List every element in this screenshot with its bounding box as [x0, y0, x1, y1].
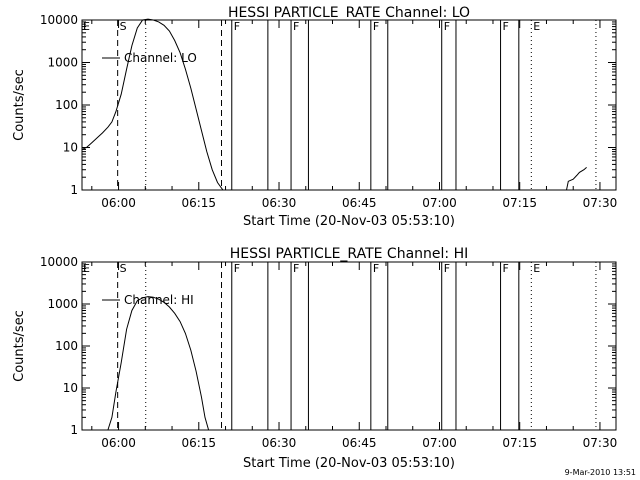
legend-entry: Channel: LO [124, 51, 197, 65]
y-tick-label: 10 [63, 381, 78, 395]
marker-flag: F [373, 20, 379, 33]
chart-title: HESSI PARTICLE_RATE Channel: HI [230, 246, 468, 262]
marker-flag: F [234, 262, 240, 275]
x-tick-label: 06:45 [342, 196, 377, 210]
x-tick-label: 06:15 [181, 196, 216, 210]
x-tick-label: 06:00 [101, 196, 136, 210]
x-tick-label: 07:30 [583, 196, 618, 210]
chart-panel-hi: HESSI PARTICLE_RATE Channel: HIS F F F F F EE1… [12, 246, 617, 471]
x-tick-label: 07:15 [502, 436, 537, 450]
corner-flag: E [83, 20, 90, 33]
marker-flag: E [533, 20, 540, 33]
marker-flag: S [120, 262, 127, 275]
marker-flag: F [373, 262, 379, 275]
x-tick-label: 07:15 [502, 196, 537, 210]
y-tick-label: 1000 [47, 297, 78, 311]
plot-frame [81, 19, 617, 191]
marker-flag: F [293, 20, 299, 33]
x-axis-label: Start Time (20-Nov-03 05:53:10) [243, 214, 455, 229]
x-axis-label: Start Time (20-Nov-03 05:53:10) [243, 456, 455, 471]
series-line [558, 167, 587, 191]
timestamp-footer: 9-Mar-2010 13:51 [565, 468, 636, 477]
series-line [107, 296, 210, 431]
marker-flag: F [503, 262, 509, 275]
chart-title: HESSI PARTICLE_RATE Channel: LO [228, 5, 470, 21]
y-tick-label: 1 [70, 423, 78, 437]
marker-flag: F [444, 262, 450, 275]
marker-flag: F [234, 20, 240, 33]
y-tick-label: 10000 [40, 13, 78, 27]
chart-panel-lo: HESSI PARTICLE_RATE Channel: LOS F F F F F EE1… [12, 5, 617, 229]
x-tick-label: 06:15 [181, 436, 216, 450]
y-tick-label: 100 [55, 98, 78, 112]
y-axis-label: Counts/sec [12, 310, 27, 382]
marker-flag: E [533, 262, 540, 275]
y-tick-label: 1 [70, 183, 78, 197]
marker-flag: F [503, 20, 509, 33]
plot-frame [81, 261, 617, 431]
x-tick-label: 07:00 [422, 436, 457, 450]
marker-flag: F [444, 20, 450, 33]
x-tick-label: 06:00 [101, 436, 136, 450]
x-tick-label: 07:00 [422, 196, 457, 210]
y-tick-label: 1000 [47, 56, 78, 70]
marker-flag: S [120, 20, 127, 33]
x-tick-label: 06:30 [262, 196, 297, 210]
series-line [81, 18, 227, 191]
x-tick-label: 06:30 [262, 436, 297, 450]
x-tick-label: 06:45 [342, 436, 377, 450]
y-tick-label: 100 [55, 339, 78, 353]
y-axis-label: Counts/sec [12, 69, 27, 141]
legend-entry: Channel: HI [124, 293, 194, 307]
y-tick-label: 10000 [40, 255, 78, 269]
x-tick-label: 07:30 [583, 436, 618, 450]
marker-flag: F [293, 262, 299, 275]
corner-flag: E [83, 262, 90, 275]
y-tick-label: 10 [63, 141, 78, 155]
